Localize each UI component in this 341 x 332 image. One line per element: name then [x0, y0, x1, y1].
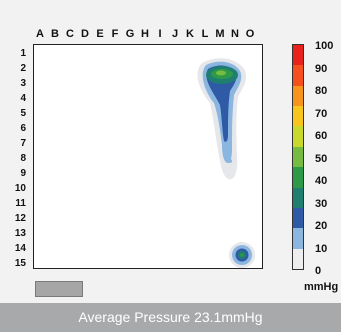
column-label: H — [141, 28, 149, 40]
scale-segment — [293, 167, 303, 188]
column-label: F — [111, 28, 119, 40]
scale-tick-label: 0 — [315, 265, 322, 277]
column-label: G — [125, 28, 135, 40]
row-label: 14 — [14, 243, 26, 254]
pressure-map-panel: A B C D E F G H I J K L M N O 1 2 3 4 5 … — [14, 28, 339, 297]
column-label: A — [36, 28, 44, 40]
row-label: 13 — [14, 228, 26, 239]
scale-segment — [293, 45, 303, 66]
scale-tick-label: 60 — [315, 130, 328, 142]
row-label: 3 — [20, 78, 26, 89]
scale-tick-label: 30 — [315, 198, 328, 210]
average-pressure-footer: Average Pressure 23.1mmHg — [0, 303, 341, 332]
column-label: I — [158, 28, 162, 40]
pressure-blob-blue — [206, 65, 237, 142]
row-label: 5 — [20, 108, 26, 119]
row-label: 8 — [20, 153, 26, 164]
column-label: M — [215, 28, 225, 40]
scale-tick-label: 80 — [315, 85, 328, 97]
scale-tick-label: 90 — [315, 63, 328, 75]
pressure-heatmap — [33, 44, 263, 269]
scale-tick-label: 40 — [315, 175, 328, 187]
gray-indicator-block — [35, 281, 83, 297]
scale-tick-label: 70 — [315, 108, 328, 120]
scale-segment — [293, 228, 303, 249]
scale-unit-label: mmHg — [304, 281, 339, 293]
row-label: 6 — [20, 123, 26, 134]
row-label: 15 — [14, 258, 26, 269]
scale-segment — [293, 248, 303, 269]
scale-segment — [293, 207, 303, 229]
column-label: E — [96, 28, 104, 40]
row-label: 10 — [14, 183, 26, 194]
row-label: 1 — [20, 48, 26, 59]
scale-tick-label: 50 — [315, 153, 328, 165]
column-label: B — [51, 28, 59, 40]
row-label: 12 — [14, 213, 26, 224]
row-label: 2 — [20, 63, 26, 74]
row-label: 4 — [20, 93, 26, 104]
pressure-spot-center — [240, 253, 244, 257]
color-scale-bar — [292, 44, 304, 270]
scale-segment — [293, 65, 303, 86]
column-label: C — [66, 28, 74, 40]
column-label: D — [81, 28, 89, 40]
row-label: 11 — [15, 198, 26, 209]
heatmap-graphic — [197, 58, 255, 268]
scale-segment — [293, 85, 303, 107]
column-label: L — [201, 28, 209, 40]
scale-segment — [293, 126, 303, 147]
scale-tick-label: 20 — [315, 220, 328, 232]
scale-tick-label: 100 — [315, 40, 334, 52]
row-label: 9 — [20, 168, 26, 179]
pressure-blob-light-green — [216, 70, 226, 76]
scale-segment — [293, 187, 303, 208]
scale-segment — [293, 106, 303, 127]
scale-segment — [293, 146, 303, 168]
scale-tick-label: 10 — [315, 243, 328, 255]
column-label: O — [245, 28, 255, 40]
row-label: 7 — [20, 138, 26, 149]
pressure-tail-dot — [228, 159, 232, 163]
column-label: N — [231, 28, 239, 40]
column-label: K — [186, 28, 194, 40]
column-label: J — [171, 28, 179, 40]
